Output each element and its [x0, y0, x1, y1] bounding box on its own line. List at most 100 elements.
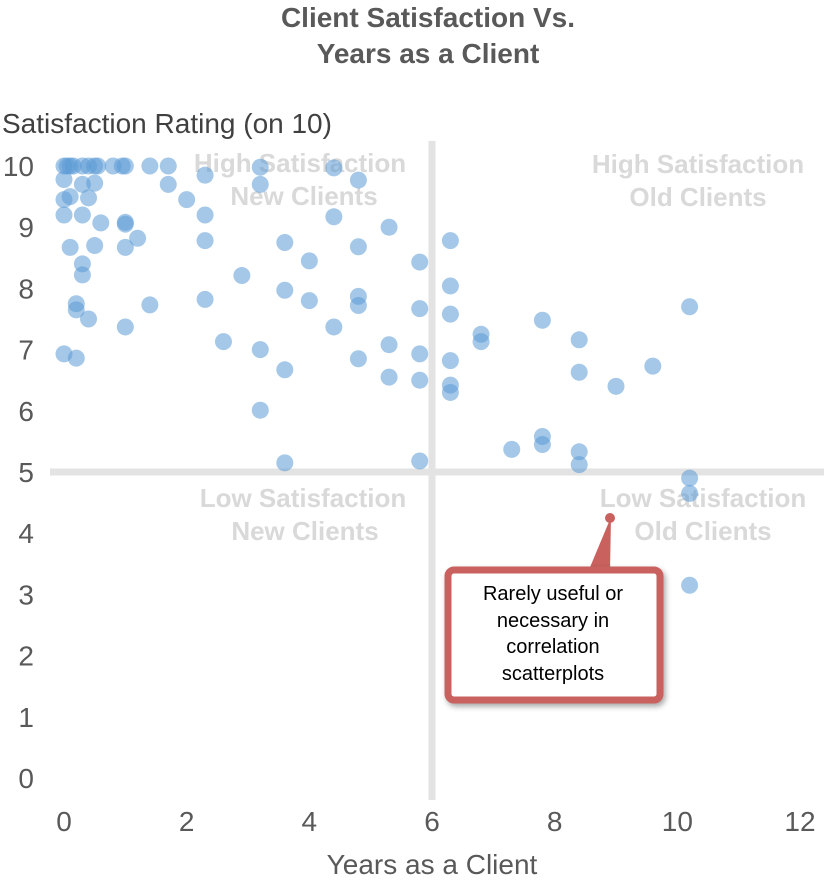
data-point — [80, 310, 98, 328]
data-point — [67, 349, 85, 367]
data-point — [251, 158, 269, 176]
data-point — [380, 368, 398, 386]
data-point — [380, 336, 398, 354]
data-point — [80, 189, 98, 207]
data-point — [159, 175, 177, 193]
data-point — [233, 267, 251, 285]
data-point — [196, 166, 214, 184]
y-tick-label: 10 — [3, 151, 34, 182]
data-point — [276, 281, 294, 299]
x-axis-label: Years as a Client — [327, 849, 538, 880]
data-point — [644, 357, 662, 375]
quadrant-label-bottom-right-2: Old Clients — [634, 516, 771, 546]
x-tick-label: 8 — [547, 806, 563, 837]
data-point — [349, 171, 367, 189]
data-point — [411, 253, 429, 271]
x-tick-label: 2 — [179, 806, 195, 837]
data-point — [411, 371, 429, 389]
data-point — [251, 175, 269, 193]
x-tick-label: 12 — [784, 806, 815, 837]
data-point — [325, 318, 343, 336]
y-tick-label: 1 — [18, 702, 34, 733]
x-tick-label: 10 — [662, 806, 693, 837]
data-point — [441, 352, 459, 370]
data-point — [92, 214, 110, 232]
data-point — [141, 296, 159, 314]
data-point — [55, 206, 73, 224]
data-point — [86, 174, 104, 192]
data-point — [61, 238, 79, 256]
callout-text-line-2: necessary in — [497, 610, 609, 632]
data-point — [89, 157, 107, 175]
data-point — [159, 157, 177, 175]
y-tick-label: 8 — [18, 273, 34, 304]
callout-pointer-dot — [605, 513, 615, 523]
data-point — [300, 292, 318, 310]
data-point — [441, 383, 459, 401]
x-tick-label: 0 — [56, 806, 72, 837]
data-point — [196, 232, 214, 250]
data-point — [196, 290, 214, 308]
y-tick-label: 5 — [18, 457, 34, 488]
data-point — [472, 333, 490, 351]
y-tick-label: 9 — [18, 212, 34, 243]
data-point — [349, 350, 367, 368]
callout-box — [444, 566, 664, 704]
data-point — [129, 229, 147, 247]
data-point — [503, 440, 521, 458]
data-point — [411, 452, 429, 470]
data-point — [141, 157, 159, 175]
y-axis-label: Satisfaction Rating (on 10) — [2, 108, 332, 139]
data-point — [325, 208, 343, 226]
data-point — [116, 215, 134, 233]
data-points — [55, 157, 699, 594]
x-tick-label: 4 — [302, 806, 318, 837]
callout: Rarely useful or necessary in correlatio… — [444, 513, 664, 704]
data-point — [441, 305, 459, 323]
data-point — [251, 341, 269, 359]
y-tick-label: 6 — [18, 396, 34, 427]
data-point — [73, 175, 91, 193]
quadrant-label-top-right-2: Old Clients — [629, 182, 766, 212]
chart-title-line-2: Years as a Client — [317, 38, 540, 69]
y-tick-label: 4 — [18, 518, 34, 549]
quadrant-label-bottom-left-2: New Clients — [231, 516, 378, 546]
data-point — [73, 266, 91, 284]
data-point — [349, 297, 367, 315]
x-axis-ticks: 0 2 4 6 8 10 12 — [56, 806, 815, 837]
y-tick-label: 0 — [18, 763, 34, 794]
data-point — [533, 311, 551, 329]
data-point — [533, 435, 551, 453]
data-point — [441, 277, 459, 295]
quadrant-dividers — [50, 141, 824, 800]
data-point — [196, 206, 214, 224]
callout-text-line-1: Rarely useful or — [483, 583, 623, 605]
callout-pointer — [588, 517, 611, 572]
data-point — [349, 238, 367, 256]
data-point — [73, 206, 91, 224]
data-point — [116, 157, 134, 175]
quadrant-label-top-left-1: High Satisfaction — [194, 148, 406, 178]
quadrant-label-bottom-left-1: Low Satisfaction — [200, 483, 407, 513]
y-tick-label: 2 — [18, 641, 34, 672]
data-point — [178, 191, 196, 209]
data-point — [276, 454, 294, 472]
data-point — [411, 300, 429, 318]
data-point — [251, 401, 269, 419]
chart-title-line-1: Client Satisfaction Vs. — [281, 2, 575, 33]
data-point — [570, 456, 588, 474]
data-point — [276, 234, 294, 251]
data-point — [570, 331, 588, 349]
data-point — [681, 484, 699, 502]
data-point — [55, 170, 73, 188]
data-point — [116, 318, 134, 336]
data-point — [325, 159, 343, 177]
data-point — [681, 298, 699, 316]
data-point — [411, 345, 429, 363]
data-point — [441, 232, 459, 250]
data-point — [61, 188, 79, 206]
data-point — [300, 252, 318, 270]
data-point — [380, 218, 398, 236]
y-tick-label: 7 — [18, 335, 34, 366]
